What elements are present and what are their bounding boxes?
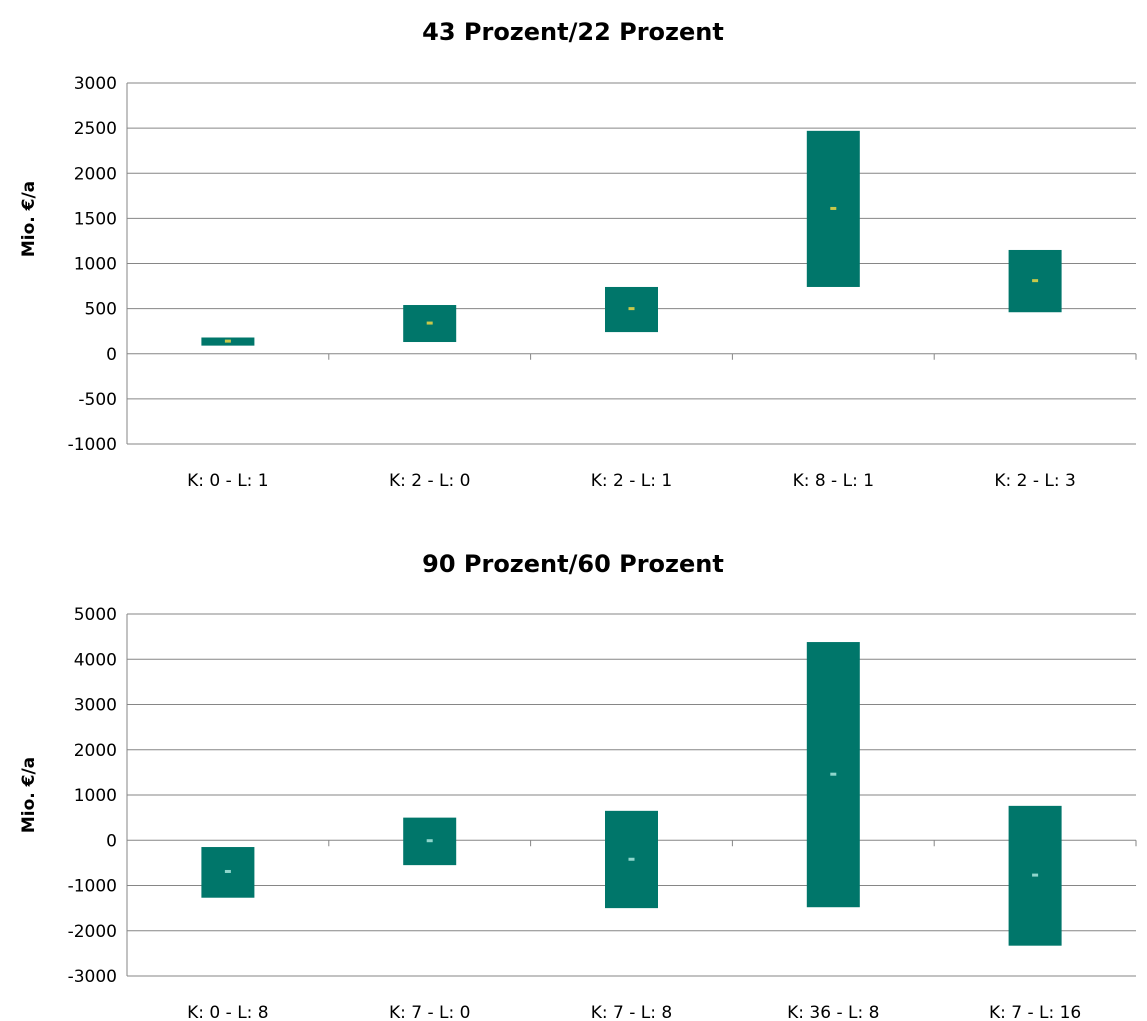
chart-title: 43 Prozent/22 Prozent	[422, 18, 724, 46]
y-axis-label: Mio. €/a	[19, 757, 39, 833]
x-category-label: K: 7 - L: 0	[389, 1003, 470, 1021]
midpoint-marker	[1032, 279, 1039, 283]
y-tick-label: -3000	[68, 967, 117, 987]
y-tick-label: 1000	[74, 786, 117, 806]
y-tick-label: 1500	[74, 209, 117, 229]
x-category-label: K: 0 - L: 1	[187, 471, 268, 491]
midpoint-marker	[426, 839, 433, 843]
midpoint-marker	[830, 772, 837, 776]
y-tick-label: 3000	[74, 74, 117, 94]
y-axis-label: Mio. €/a	[19, 181, 39, 257]
midpoint-marker	[628, 307, 635, 311]
y-tick-label: 0	[106, 831, 117, 851]
y-tick-label: 2500	[74, 119, 117, 139]
x-category-label: K: 2 - L: 3	[994, 471, 1075, 491]
x-category-label: K: 0 - L: 8	[187, 1003, 268, 1021]
y-tick-label: 0	[106, 345, 117, 365]
y-tick-label: 1000	[74, 255, 117, 275]
midpoint-marker	[1032, 873, 1039, 877]
y-tick-label: 5000	[74, 605, 117, 625]
x-category-label: K: 8 - L: 1	[793, 471, 874, 491]
y-tick-label: 4000	[74, 650, 117, 670]
midpoint-marker	[830, 206, 837, 210]
x-category-label: K: 7 - L: 8	[591, 1003, 672, 1021]
y-tick-label: 3000	[74, 696, 117, 716]
x-category-label: K: 2 - L: 1	[591, 471, 672, 491]
y-tick-label: -2000	[68, 922, 117, 942]
y-tick-label: -1000	[68, 877, 117, 897]
y-tick-label: -1000	[68, 435, 117, 455]
y-tick-label: 500	[85, 300, 117, 320]
x-category-label: K: 36 - L: 8	[787, 1003, 879, 1021]
midpoint-marker	[628, 857, 635, 861]
x-category-label: K: 2 - L: 0	[389, 471, 470, 491]
midpoint-marker	[224, 869, 231, 873]
y-tick-label: 2000	[74, 164, 117, 184]
y-tick-label: 2000	[74, 741, 117, 761]
midpoint-marker	[426, 321, 433, 325]
midpoint-marker	[224, 339, 231, 343]
y-tick-label: -500	[78, 390, 117, 410]
chart-90-60: 90 Prozent/60 Prozent Mio. €/a 5000 4000 3…	[19, 550, 1137, 1021]
x-category-label: K: 7 - L: 16	[989, 1003, 1081, 1021]
chart-43-22: 43 Prozent/22 Prozent Mio. €/a 3000 2500 2…	[19, 18, 1137, 491]
chart-title: 90 Prozent/60 Prozent	[422, 550, 724, 578]
